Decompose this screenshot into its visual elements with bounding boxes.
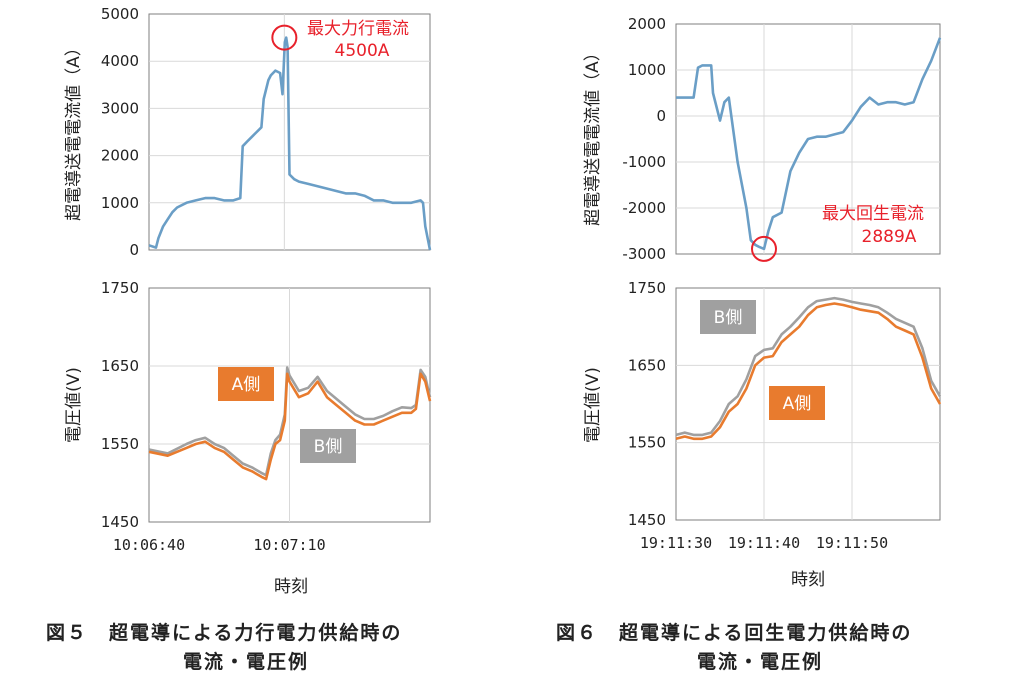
y-tick-label: 2000 — [101, 147, 139, 165]
badge-background — [700, 300, 756, 334]
y-axis-label: 超電導送電電流値（A） — [64, 39, 84, 221]
annotation-title: 最大力行電流 — [307, 19, 409, 39]
y-tick-label: 1650 — [101, 357, 139, 375]
y-tick-label: 1750 — [628, 279, 666, 297]
y-tick-label: -1000 — [622, 153, 666, 171]
y-tick-label: 1450 — [101, 513, 139, 531]
fig5-voltage-chart: 1450 1550 1650 1750 10:06:40 10:07:10 — [101, 279, 432, 554]
series-label: B側 — [314, 437, 343, 457]
y-axis-label: 電圧値(V) — [64, 367, 84, 443]
legend-badge-a: A側 — [218, 367, 274, 401]
x-tick-label: 10:07:10 — [253, 536, 325, 554]
y-tick-label: 1450 — [628, 511, 666, 529]
y-tick-label: 2000 — [628, 15, 666, 33]
peak-marker-circle — [751, 235, 777, 262]
annotation-value: 4500A — [335, 41, 390, 61]
x-tick-label: 10:06:40 — [113, 536, 185, 554]
series-label: B側 — [714, 308, 743, 328]
y-tick-label: 1000 — [101, 194, 139, 212]
y-tick-label: 1750 — [101, 279, 139, 297]
y-tick-label: 0 — [656, 107, 666, 125]
series-line-b — [675, 296, 942, 437]
series-line-current — [148, 36, 432, 251]
y-tick-label: 4000 — [101, 52, 139, 70]
legend-badge-b: B側 — [700, 300, 756, 334]
badge-background — [300, 429, 356, 463]
y-tick-label: 1000 — [628, 61, 666, 79]
series-label: A側 — [232, 375, 261, 395]
series-line-a — [675, 302, 942, 441]
figure-caption: 図５ 超電導による力行電力供給時の — [46, 621, 402, 644]
legend-badge-b: B側 — [300, 429, 356, 463]
fig6-current-chart: -3000 -2000 -1000 0 1000 2000 — [622, 15, 942, 263]
x-tick-label: 19:11:50 — [816, 534, 888, 552]
x-axis-label: 時刻 — [274, 577, 308, 597]
figure-caption: 電流・電圧例 — [697, 650, 823, 673]
series-line-a — [148, 372, 432, 481]
series-label: A側 — [783, 394, 812, 414]
x-tick-label: 19:11:30 — [640, 534, 712, 552]
annotation-title: 最大回生電流 — [822, 204, 924, 224]
fig5-current-chart: 0 1000 2000 3000 4000 5000 — [101, 5, 432, 259]
y-tick-label: 0 — [129, 241, 139, 259]
y-tick-label: 1550 — [101, 435, 139, 453]
badge-background — [769, 386, 825, 420]
x-axis-label: 時刻 — [791, 570, 825, 590]
figure-caption: 電流・電圧例 — [183, 650, 309, 673]
x-tick-label: 19:11:40 — [728, 534, 800, 552]
legend-badge-a: A側 — [769, 386, 825, 420]
y-tick-label: -3000 — [622, 245, 666, 263]
series-line-b — [148, 366, 432, 477]
y-axis-label: 超電導送電電流値（A） — [583, 44, 603, 226]
peak-marker-circle — [271, 24, 298, 51]
y-tick-label: -2000 — [622, 199, 666, 217]
y-tick-label: 5000 — [101, 5, 139, 23]
figure-caption: 図６ 超電導による回生電力供給時の — [556, 621, 912, 644]
y-tick-label: 1550 — [628, 434, 666, 452]
series-line-current — [676, 37, 942, 251]
annotation-value: 2889A — [862, 227, 917, 247]
badge-background — [218, 367, 274, 401]
y-axis-label: 電圧値(V) — [583, 367, 603, 443]
y-tick-label: 1650 — [628, 356, 666, 374]
y-tick-label: 3000 — [101, 99, 139, 117]
